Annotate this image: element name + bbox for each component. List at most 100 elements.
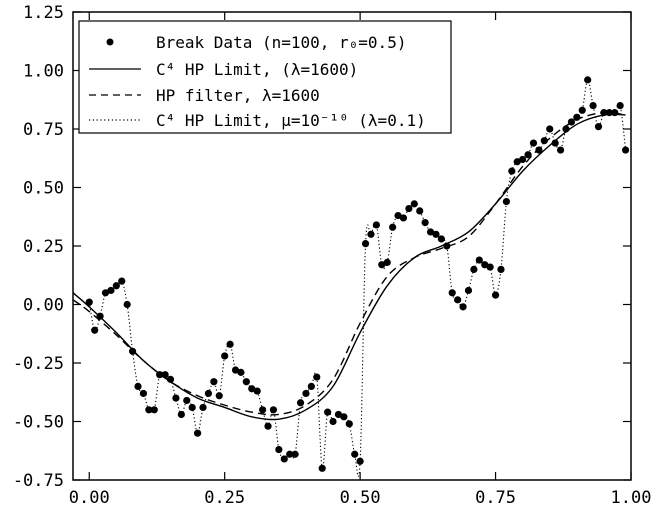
data-point (172, 394, 180, 402)
y-tick-label: 0.25 (23, 237, 64, 257)
legend-entry-data: Break Data (n=100, r₀=0.5) (106, 33, 406, 52)
legend-entry-solid: C⁴ HP Limit, (λ=1600) (89, 60, 358, 79)
data-point (237, 368, 245, 376)
data-point (529, 139, 538, 147)
data-point (296, 399, 305, 407)
data-point (221, 352, 229, 360)
data-point (188, 403, 196, 412)
data-point (594, 123, 603, 131)
data-point (280, 455, 288, 463)
data-point (437, 235, 445, 243)
data-point (259, 406, 267, 414)
data-point (464, 286, 473, 295)
data-point (513, 158, 521, 166)
data-point (383, 258, 391, 266)
data-point (508, 167, 516, 175)
legend-box (78, 20, 452, 134)
data-point (210, 378, 218, 386)
data-point (194, 429, 202, 437)
data-point (616, 102, 624, 110)
y-tick-label: 1.25 (23, 3, 64, 23)
data-point (139, 389, 148, 398)
data-point (567, 118, 576, 126)
data-point (112, 282, 120, 290)
data-point (123, 300, 131, 309)
data-point (324, 408, 332, 416)
data-point (291, 450, 299, 458)
data-point (502, 197, 510, 206)
data-point (334, 410, 343, 419)
data-point (204, 389, 213, 398)
data-point (107, 286, 115, 295)
x-tick-label: 0.75 (475, 488, 516, 508)
data-point (302, 389, 310, 398)
data-point (589, 102, 597, 110)
legend-label: C⁴ HP Limit, (λ=1600) (156, 60, 358, 79)
data-point (562, 125, 570, 133)
legend-label: Break Data (n=100, r₀=0.5) (156, 33, 406, 52)
data-point (226, 340, 234, 348)
data-point (85, 298, 93, 306)
data-point (524, 151, 532, 159)
data-point (535, 146, 543, 154)
y-axis: -0.75 -0.50 -0.25 0.00 0.25 0.50 0.75 1.00 1.25 (13, 3, 631, 491)
series-line-c4-hp-limit (72, 113, 626, 421)
data-point (183, 396, 191, 405)
y-tick-label: 1.00 (23, 62, 64, 82)
data-point (313, 373, 321, 381)
data-point (475, 256, 483, 264)
data-point (551, 139, 559, 147)
y-tick-label: -0.75 (13, 471, 64, 491)
legend-label: C⁴ HP Limit, μ=10⁻¹⁰ (λ=0.1) (156, 111, 426, 130)
data-point (372, 221, 380, 229)
data-point (399, 214, 408, 222)
y-tick-label: 0.75 (23, 120, 64, 140)
data-point (145, 406, 153, 414)
data-point (156, 371, 164, 379)
data-point (248, 385, 256, 393)
data-point (426, 228, 435, 236)
data-point (134, 382, 142, 390)
data-point (253, 387, 261, 395)
data-point (345, 420, 353, 428)
data-point (432, 230, 440, 238)
data-point (356, 457, 364, 465)
data-point (166, 375, 175, 383)
y-tick-label: 0.50 (23, 179, 64, 199)
data-point (177, 410, 185, 419)
data-point (329, 417, 337, 426)
legend-entry-dashed: HP filter, λ=1600 (89, 86, 320, 105)
data-point (150, 406, 158, 414)
data-point (361, 240, 370, 248)
data-point (394, 211, 402, 220)
data-point (101, 289, 110, 297)
data-point (600, 109, 608, 117)
data-point (118, 277, 126, 285)
data-point (540, 137, 548, 145)
data-point (459, 303, 467, 311)
data-point (351, 450, 359, 458)
plot-points (85, 76, 630, 472)
data-point (448, 289, 456, 297)
data-point (405, 204, 413, 213)
data-point (231, 366, 240, 374)
data-point (486, 263, 494, 271)
data-point (497, 265, 505, 273)
x-tick-label: 1.00 (611, 488, 652, 508)
data-point (96, 312, 104, 320)
data-point (367, 230, 375, 238)
data-point (621, 146, 630, 154)
data-point (307, 382, 315, 390)
data-point (410, 200, 418, 208)
data-point (275, 445, 283, 454)
data-point (584, 76, 592, 84)
y-tick-label: -0.25 (13, 354, 64, 374)
y-tick-label: -0.50 (13, 413, 64, 433)
data-point (481, 261, 489, 269)
data-point (128, 347, 137, 355)
x-axis: 0.00 0.25 0.50 0.75 1.00 (69, 12, 652, 508)
legend-entry-dotted: C⁴ HP Limit, μ=10⁻¹⁰ (λ=0.1) (89, 111, 426, 130)
data-point (242, 378, 250, 386)
data-point (556, 146, 565, 154)
data-point (389, 223, 397, 231)
